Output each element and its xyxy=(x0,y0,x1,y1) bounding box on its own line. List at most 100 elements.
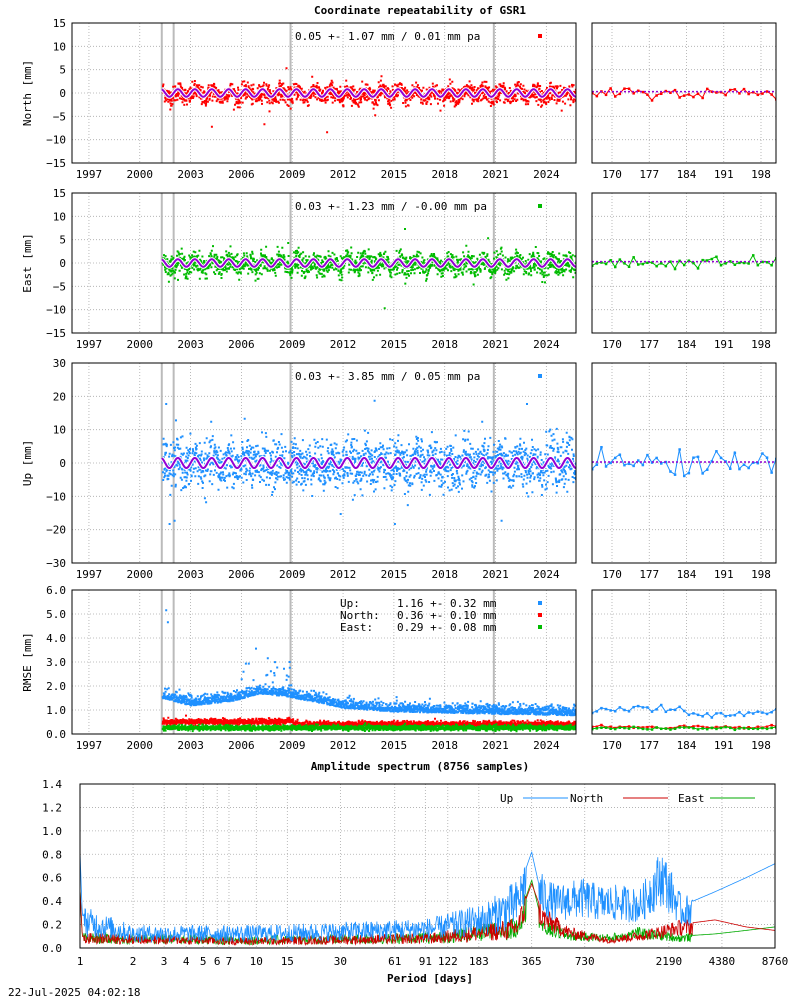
seasonal-model-line xyxy=(161,258,576,268)
legend-name: Up xyxy=(500,792,513,805)
y-tick-label: 0 xyxy=(59,257,66,270)
y-axis-label: Up [mm] xyxy=(21,440,34,486)
y-tick-label: 0.6 xyxy=(42,872,62,885)
x-tick-label: 2015 xyxy=(381,338,408,351)
scatter-points xyxy=(161,228,576,310)
data-points xyxy=(160,67,576,134)
zoom-series-line xyxy=(592,446,776,477)
x-tick-label: 2018 xyxy=(431,168,458,181)
y-tick-label: 6.0 xyxy=(46,584,66,597)
data-points xyxy=(160,399,576,525)
zoom-x-tick-label: 170 xyxy=(602,338,622,351)
zoom-x-tick-label: 191 xyxy=(714,168,734,181)
x-tick-label: 15 xyxy=(281,955,294,968)
x-tick-label: 2003 xyxy=(177,568,204,581)
x-tick-label: 2009 xyxy=(279,338,306,351)
y-tick-label: 0 xyxy=(59,87,66,100)
x-tick-label: 730 xyxy=(575,955,595,968)
y-tick-label: 0.0 xyxy=(46,728,66,741)
x-tick-label: 4380 xyxy=(709,955,736,968)
legend-name: East: xyxy=(340,621,373,634)
legend-marker xyxy=(538,625,542,629)
stats-marker xyxy=(538,204,542,208)
spectrum-xlabel: Period [days] xyxy=(387,972,473,985)
x-tick-label: 2021 xyxy=(482,739,509,752)
zoom-x-tick-label: 184 xyxy=(677,338,697,351)
legend-value: 0.29 +- 0.08 mm xyxy=(397,621,497,634)
y-tick-label: 1.2 xyxy=(42,801,62,814)
y-tick-label: 5 xyxy=(59,64,66,77)
y-tick-label: 10 xyxy=(53,40,66,53)
panel-up: 30 20 10 0 −10 −20 −30 1997 2000 2003 2006 2009 2012… xyxy=(21,357,777,581)
y-tick-label: 1.4 xyxy=(42,778,62,791)
x-tick-label: 2021 xyxy=(482,168,509,181)
x-tick-label: 4 xyxy=(183,955,190,968)
y-tick-label: 0.0 xyxy=(42,942,62,955)
y-axis-label: North [mm] xyxy=(21,60,34,126)
y-tick-label: −10 xyxy=(46,304,66,317)
x-tick-label: 1997 xyxy=(76,568,103,581)
zoom-x-tick-label: 177 xyxy=(639,168,659,181)
zoom-x-tick-label: 170 xyxy=(602,168,622,181)
stats-marker xyxy=(538,374,542,378)
zoom-x-tick-label: 191 xyxy=(714,568,734,581)
x-tick-label: 2003 xyxy=(177,168,204,181)
x-tick-label: 2024 xyxy=(533,568,560,581)
zoom-frame xyxy=(591,192,777,334)
y-tick-label: −30 xyxy=(46,557,66,570)
legend-name: Up: xyxy=(340,597,360,610)
zoom-x-tick-label: 177 xyxy=(639,739,659,752)
y-tick-label: −10 xyxy=(46,490,66,503)
x-tick-label: 2006 xyxy=(228,338,255,351)
y-tick-label: 15 xyxy=(53,187,66,200)
legend-value: 0.36 +- 0.10 mm xyxy=(397,609,497,622)
x-tick-label: 2003 xyxy=(177,739,204,752)
x-tick-label: 2009 xyxy=(279,568,306,581)
y-axis-label: East [mm] xyxy=(21,233,34,293)
legend-marker xyxy=(538,601,542,605)
x-tick-label: 2190 xyxy=(656,955,683,968)
x-tick-label: 2021 xyxy=(482,338,509,351)
x-tick-label: 10 xyxy=(250,955,263,968)
x-tick-label: 2006 xyxy=(228,168,255,181)
zoom-x-tick-label: 184 xyxy=(677,568,697,581)
plot-frame xyxy=(71,362,577,564)
y-axis-label: RMSE [mm] xyxy=(21,632,34,692)
x-tick-label: 1 xyxy=(77,955,84,968)
zoom-point xyxy=(592,264,594,267)
x-tick-label: 2018 xyxy=(431,338,458,351)
zoom-x-tick-label: 170 xyxy=(602,739,622,752)
x-tick-label: 6 xyxy=(214,955,221,968)
y-tick-label: −15 xyxy=(46,327,66,340)
x-tick-label: 1997 xyxy=(76,739,103,752)
stats-marker xyxy=(538,34,542,38)
y-tick-label: 10 xyxy=(53,210,66,223)
y-tick-label: 3.0 xyxy=(46,656,66,669)
x-tick-label: 61 xyxy=(388,955,401,968)
y-tick-label: −20 xyxy=(46,524,66,537)
zoom-x-tick-label: 191 xyxy=(714,338,734,351)
x-tick-label: 5 xyxy=(200,955,207,968)
seasonal-model-line xyxy=(161,457,576,469)
y-tick-label: 4.0 xyxy=(46,632,66,645)
x-tick-label: 122 xyxy=(438,955,458,968)
stats-annotation: 0.05 +- 1.07 mm / 0.01 mm pa xyxy=(295,30,480,43)
zoom-x-tick-label: 198 xyxy=(751,739,771,752)
spectrum-line-up xyxy=(80,850,775,944)
zoom-rmse-line xyxy=(592,726,776,731)
x-tick-label: 7 xyxy=(226,955,233,968)
x-tick-label: 2006 xyxy=(228,739,255,752)
x-tick-label: 2012 xyxy=(330,168,357,181)
y-tick-label: 5 xyxy=(59,234,66,247)
zoom-x-tick-label: 198 xyxy=(751,338,771,351)
legend-marker xyxy=(538,613,542,617)
y-tick-label: 0.2 xyxy=(42,919,62,932)
x-tick-label: 365 xyxy=(522,955,542,968)
panel-spectrum: 1.4 1.2 1.0 0.8 0.6 0.4 0.2 0.0 1 2 3 4 5 6 7 10 15 30 61 9… xyxy=(42,778,788,968)
plot-frame xyxy=(71,192,577,334)
x-tick-label: 2015 xyxy=(381,168,408,181)
x-tick-label: 91 xyxy=(419,955,432,968)
y-tick-label: 15 xyxy=(53,17,66,30)
scatter-points xyxy=(161,67,576,134)
legend-name: North: xyxy=(340,609,380,622)
